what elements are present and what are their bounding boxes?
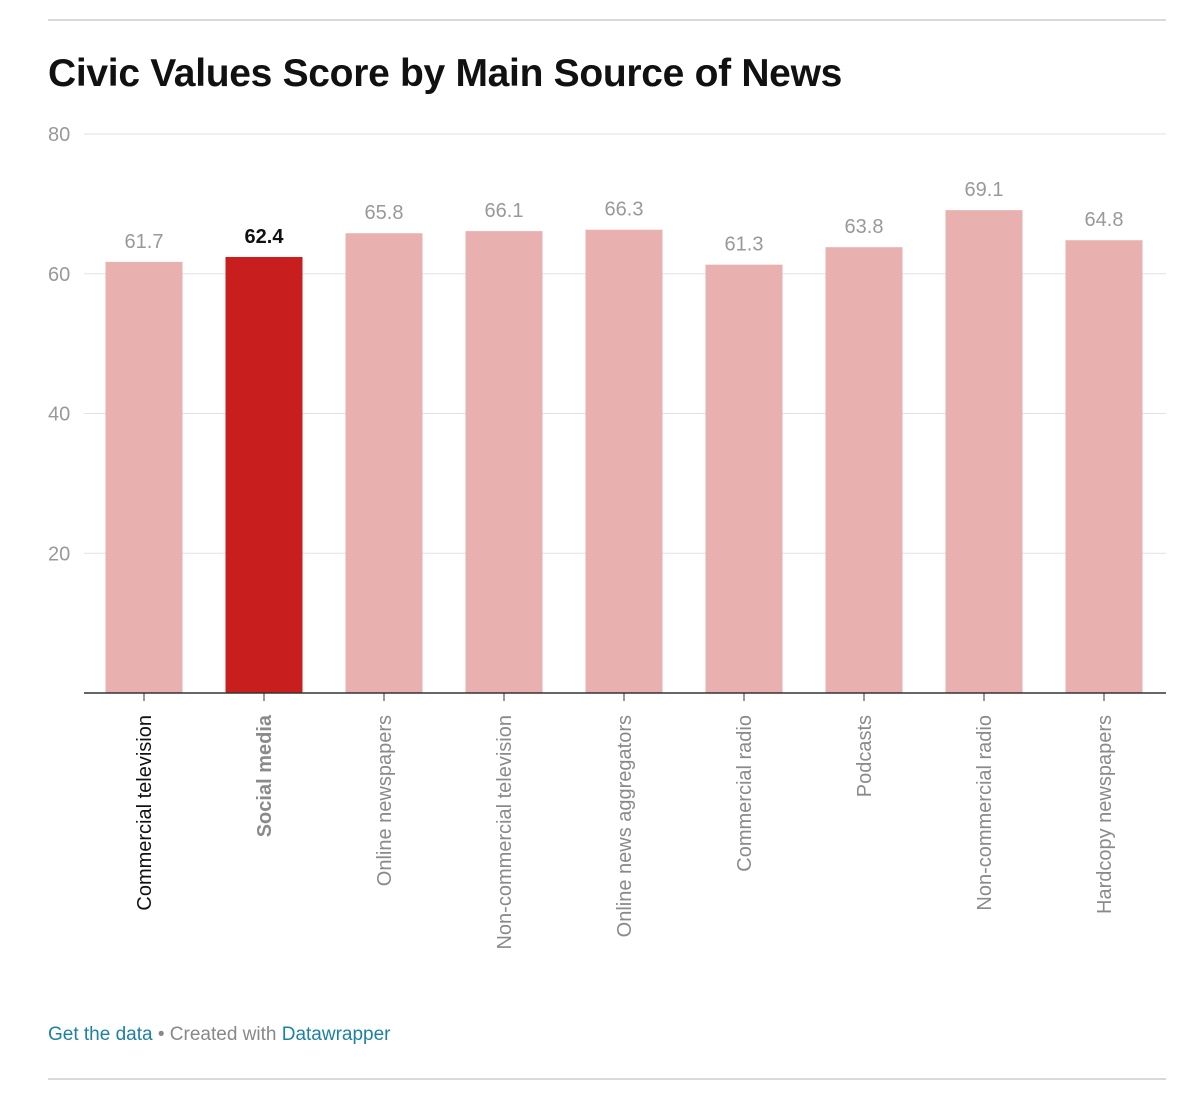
y-tick-label: 80 bbox=[48, 124, 70, 146]
category-label: Non-commercial television bbox=[494, 715, 516, 950]
bar-online-newspapers bbox=[345, 233, 423, 693]
y-tick-label: 20 bbox=[48, 543, 70, 565]
footer-credit-text: • Created with bbox=[152, 1024, 282, 1045]
category-label: Online news aggregators bbox=[614, 715, 636, 937]
category-label: Commercial television bbox=[134, 715, 156, 911]
datawrapper-link[interactable]: Datawrapper bbox=[281, 1024, 391, 1045]
bar-podcasts bbox=[825, 247, 903, 693]
bar-non-commercial-radio bbox=[945, 210, 1023, 693]
y-tick-label: 60 bbox=[48, 264, 70, 286]
value-label: 66.3 bbox=[605, 199, 644, 221]
bar-social-media bbox=[225, 256, 303, 693]
bottom-divider bbox=[48, 1078, 1166, 1080]
bar-commercial-television bbox=[105, 261, 183, 693]
chart-title: Civic Values Score by Main Source of New… bbox=[48, 52, 842, 95]
bar-non-commercial-television bbox=[465, 231, 543, 693]
category-label: Podcasts bbox=[854, 715, 876, 797]
value-label: 69.1 bbox=[965, 179, 1004, 201]
category-labels: Commercial television Social media Online … bbox=[134, 714, 1116, 949]
y-tick-label: 40 bbox=[48, 404, 70, 426]
value-label: 61.7 bbox=[125, 231, 164, 253]
bars bbox=[105, 210, 1143, 693]
category-label: Social media bbox=[254, 714, 276, 837]
bar-online-news-aggregators bbox=[585, 229, 663, 693]
category-label: Online newspapers bbox=[374, 715, 396, 886]
category-label: Commercial radio bbox=[734, 715, 756, 872]
value-label: 66.1 bbox=[485, 200, 524, 222]
chart-footer: Get the data • Created with Datawrapper bbox=[48, 1024, 391, 1046]
top-divider bbox=[48, 19, 1166, 21]
bar-commercial-radio bbox=[705, 264, 783, 693]
x-axis-ticks bbox=[143, 693, 1105, 701]
value-labels: 61.7 62.4 65.8 66.1 66.3 61.3 63.8 69.1 64.8 bbox=[125, 179, 1124, 256]
value-label: 65.8 bbox=[365, 202, 404, 224]
value-label: 62.4 bbox=[245, 226, 285, 248]
value-label: 63.8 bbox=[845, 216, 884, 238]
value-label: 64.8 bbox=[1085, 209, 1124, 231]
category-label: Non-commercial radio bbox=[974, 715, 996, 911]
bar-hardcopy-newspapers bbox=[1065, 240, 1143, 693]
bar-chart: 20 40 60 80 61.7 62.4 65.8 66.1 66.3 61.3 63.8 69.… bbox=[48, 124, 1166, 950]
value-label: 61.3 bbox=[725, 234, 764, 256]
category-label: Hardcopy newspapers bbox=[1094, 715, 1116, 914]
get-the-data-link[interactable]: Get the data bbox=[48, 1024, 153, 1045]
